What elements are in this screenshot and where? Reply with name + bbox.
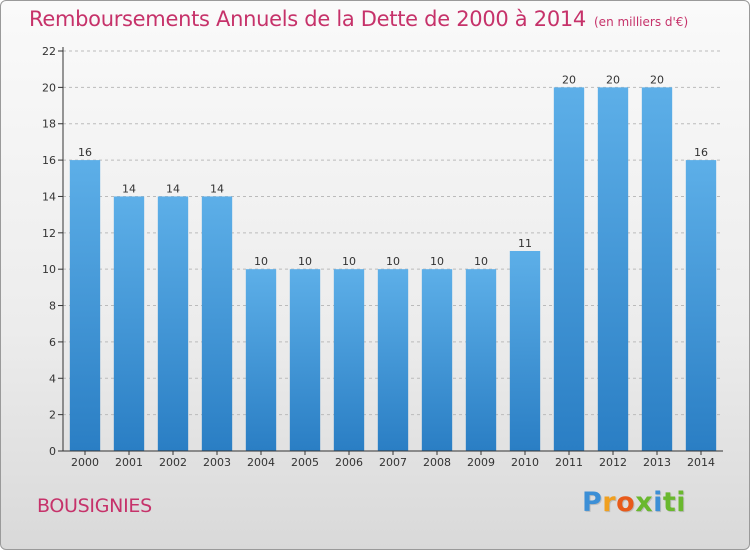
y-tick-label: 6	[49, 336, 56, 349]
x-tick-label: 2007	[379, 456, 407, 469]
bar-value-label: 10	[298, 255, 312, 268]
bar	[377, 269, 409, 451]
commune-name: BOUSIGNIES	[37, 495, 152, 517]
bar	[157, 196, 189, 451]
y-tick-label: 2	[49, 409, 56, 422]
y-tick-label: 8	[49, 300, 56, 313]
bar	[553, 87, 585, 451]
bar-value-label: 14	[210, 182, 224, 195]
chart-title-unit: (en milliers d'€)	[594, 15, 689, 29]
x-tick-label: 2013	[643, 456, 671, 469]
chart-title: Remboursements Annuels de la Dette de 20…	[29, 7, 688, 31]
x-tick-label: 2011	[555, 456, 583, 469]
y-tick-label: 0	[49, 445, 56, 458]
y-tick-label: 14	[42, 190, 56, 203]
bar	[113, 196, 145, 451]
axis-layer	[58, 47, 723, 455]
bar-value-label: 10	[474, 255, 488, 268]
bar	[69, 160, 101, 451]
bar-value-label: 10	[254, 255, 268, 268]
logo-letter: r	[602, 487, 617, 518]
y-tick-label: 22	[42, 45, 56, 58]
bar-value-label: 14	[122, 182, 136, 195]
x-tick-label: 2014	[687, 456, 715, 469]
x-tick-label: 2010	[511, 456, 539, 469]
logo-letter: x	[635, 487, 654, 518]
bar-value-label: 11	[518, 237, 532, 250]
y-tick-label: 18	[42, 118, 56, 131]
x-tick-label: 2001	[115, 456, 143, 469]
x-tick-label: 2002	[159, 456, 187, 469]
bar-value-label: 14	[166, 182, 180, 195]
proxiti-logo: Proxiti	[582, 487, 686, 518]
x-tick-label: 2006	[335, 456, 363, 469]
bar	[333, 269, 365, 451]
x-tick-label: 2008	[423, 456, 451, 469]
bar-value-label: 10	[386, 255, 400, 268]
bar-value-label: 16	[78, 146, 92, 159]
y-tick-label: 20	[42, 81, 56, 94]
x-tick-label: 2012	[599, 456, 627, 469]
bar-layer	[69, 87, 717, 451]
bar-value-label: 20	[562, 73, 576, 86]
x-tick-label: 2009	[467, 456, 495, 469]
y-tick-label: 12	[42, 227, 56, 240]
bar	[245, 269, 277, 451]
y-tick-label: 16	[42, 154, 56, 167]
y-tick-label: 4	[49, 372, 56, 385]
bar-value-label: 10	[430, 255, 444, 268]
bar-value-label: 16	[694, 146, 708, 159]
bar	[641, 87, 673, 451]
bar-value-label: 20	[606, 73, 620, 86]
bar	[465, 269, 497, 451]
bar	[421, 269, 453, 451]
label-layer: 0 2 4 6 8 10 12 14 16 18 20 22 16 2000 14 2001 14 2002 14 2…	[42, 45, 715, 469]
x-tick-label: 2003	[203, 456, 231, 469]
bar	[201, 196, 233, 451]
y-tick-label: 10	[42, 263, 56, 276]
bar	[509, 251, 541, 451]
x-tick-label: 2004	[247, 456, 275, 469]
bar	[289, 269, 321, 451]
x-tick-label: 2000	[71, 456, 99, 469]
chart-title-main: Remboursements Annuels de la Dette de 20…	[29, 7, 586, 31]
bar-value-label: 10	[342, 255, 356, 268]
x-tick-label: 2005	[291, 456, 319, 469]
logo-letter: o	[616, 487, 636, 518]
bar	[597, 87, 629, 451]
logo-letter: ti	[662, 487, 687, 518]
logo-letter: P	[582, 487, 603, 518]
bar	[685, 160, 717, 451]
logo-letter: i	[653, 487, 663, 518]
bar-value-label: 20	[650, 73, 664, 86]
